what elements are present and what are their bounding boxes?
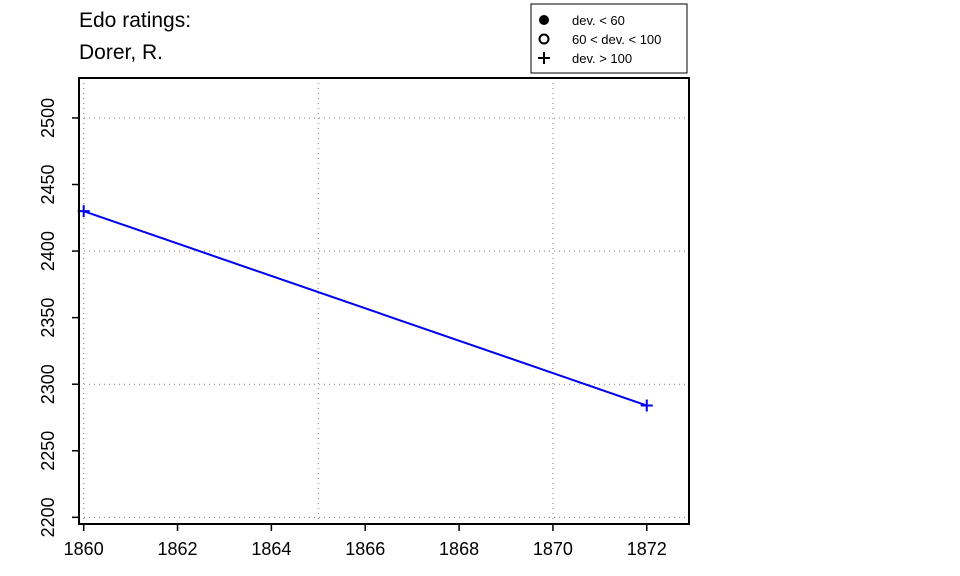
y-tick-label-4: 2400 bbox=[38, 231, 58, 271]
legend-label-0: dev. < 60 bbox=[572, 13, 625, 28]
axes: 1860 1862 1864 1866 1868 1870 1872 2200 2250 2300… bbox=[38, 98, 667, 559]
y-tick-label-5: 2450 bbox=[38, 164, 58, 204]
x-tick-label-0: 1860 bbox=[64, 539, 104, 559]
legend-marker-1 bbox=[538, 33, 550, 45]
legend-label-2: dev. > 100 bbox=[572, 51, 632, 66]
x-tick-label-4: 1868 bbox=[439, 539, 479, 559]
y-tick-label-0: 2200 bbox=[38, 497, 58, 537]
legend-marker-0 bbox=[539, 15, 549, 25]
grid-lines bbox=[79, 78, 689, 524]
chart-title-line-1: Edo ratings: bbox=[79, 9, 192, 32]
y-tick-label-2: 2300 bbox=[38, 364, 58, 404]
y-tick-label-1: 2250 bbox=[38, 431, 58, 471]
legend: dev. < 60 60 < dev. < 100 dev. > 100 bbox=[530, 3, 688, 74]
x-tick-label-6: 1872 bbox=[627, 539, 667, 559]
x-tick-label-2: 1864 bbox=[251, 539, 291, 559]
data-point-0-1 bbox=[640, 399, 653, 412]
y-tick-label-6: 2500 bbox=[38, 98, 58, 138]
legend-label-1: 60 < dev. < 100 bbox=[572, 32, 661, 47]
x-tick-label-5: 1870 bbox=[533, 539, 573, 559]
chart-title-line-2: Dorer, R. bbox=[79, 41, 164, 64]
series bbox=[77, 205, 653, 412]
plot-frame bbox=[78, 77, 690, 525]
legend-box bbox=[530, 3, 688, 74]
y-tick-label-3: 2350 bbox=[38, 298, 58, 338]
series-line-0 bbox=[83, 210, 648, 407]
legend-marker-2 bbox=[538, 52, 550, 64]
x-tick-label-1: 1862 bbox=[158, 539, 198, 559]
x-tick-label-3: 1866 bbox=[345, 539, 385, 559]
